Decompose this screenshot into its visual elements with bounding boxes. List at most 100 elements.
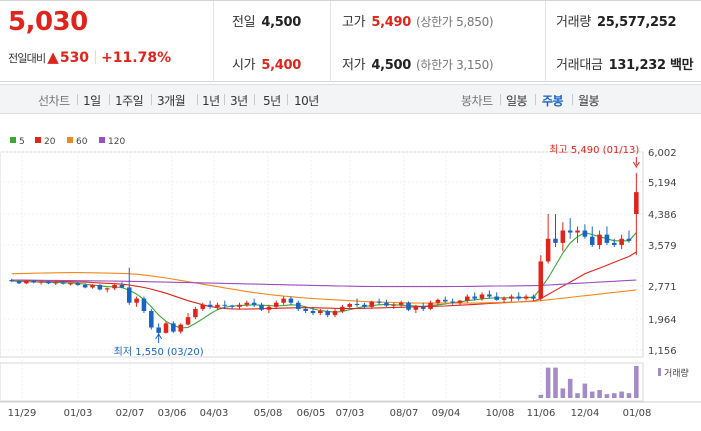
candle-body bbox=[634, 192, 639, 214]
period-1y[interactable]: 1년 bbox=[202, 94, 220, 108]
divider bbox=[545, 1, 546, 82]
candle-body bbox=[538, 261, 544, 299]
legend-label-60: 60 bbox=[76, 137, 88, 147]
volume-bar bbox=[553, 367, 558, 398]
x-tick-label: 03/06 bbox=[158, 408, 187, 419]
candle-weekly[interactable]: 주봉 bbox=[542, 94, 564, 108]
y-tick-label: 5,194 bbox=[648, 178, 677, 189]
candle-body bbox=[442, 299, 448, 302]
ma-line-120 bbox=[11, 279, 637, 288]
candle-body bbox=[46, 281, 51, 284]
candle-body bbox=[472, 296, 477, 299]
volume-bars bbox=[538, 366, 639, 398]
x-tick-label: 12/04 bbox=[571, 408, 600, 419]
axes: 6,002 5,194 4,386 3,579 2,771 1,964 1,156 11/29… bbox=[8, 148, 689, 419]
y-tick-label: 6,002 bbox=[648, 148, 677, 159]
candle-body bbox=[369, 301, 375, 307]
volume-label: 거래량 bbox=[664, 367, 689, 379]
candle-body bbox=[149, 310, 154, 328]
candle-body bbox=[450, 301, 455, 303]
period-1w[interactable]: 1주일 bbox=[115, 94, 144, 108]
change-label: 전일대비 bbox=[8, 52, 46, 65]
divider bbox=[535, 94, 536, 105]
x-tick-label: 11/29 bbox=[8, 408, 37, 419]
x-tick-label: 05/08 bbox=[254, 408, 283, 419]
divider bbox=[151, 94, 152, 105]
candle-body bbox=[626, 238, 632, 241]
candle-body bbox=[229, 305, 235, 307]
volume-bar bbox=[597, 390, 602, 398]
legend-swatch-5 bbox=[10, 137, 16, 143]
candle-body bbox=[237, 304, 242, 307]
candle-body bbox=[310, 310, 316, 314]
candle-body bbox=[222, 304, 228, 306]
period-5y[interactable]: 5년 bbox=[263, 94, 281, 108]
annotations: 최고 5,490 (01/13) 최저 1,550 (03/20) bbox=[114, 144, 640, 358]
x-tick-label: 01/08 bbox=[623, 408, 652, 419]
candle-body bbox=[266, 306, 272, 310]
legend-swatch-60 bbox=[67, 137, 73, 143]
x-tick-label: 08/07 bbox=[390, 408, 419, 419]
up-triangle-icon: ▲ bbox=[47, 48, 59, 66]
candle-body bbox=[413, 306, 419, 310]
candle-body bbox=[516, 296, 522, 299]
period-3y[interactable]: 3년 bbox=[230, 94, 248, 108]
volume-bar bbox=[575, 393, 580, 398]
legend-swatch-120 bbox=[99, 137, 105, 143]
candle-body bbox=[185, 317, 191, 325]
x-tick-label: 02/07 bbox=[116, 408, 145, 419]
candle-body bbox=[553, 238, 558, 243]
high-price: 고가 5,490 (상한가 5,850) bbox=[342, 15, 494, 30]
min-arrow-head bbox=[155, 333, 163, 340]
candle-body bbox=[391, 304, 397, 306]
divider bbox=[572, 94, 573, 105]
grid bbox=[0, 151, 701, 403]
period-1d[interactable]: 1일 bbox=[83, 94, 101, 108]
divider bbox=[109, 94, 110, 105]
candle-body bbox=[398, 302, 404, 305]
candle-body bbox=[567, 230, 573, 233]
candle-body bbox=[435, 299, 441, 303]
prev-close: 전일 4,500 bbox=[232, 15, 301, 30]
divider bbox=[197, 94, 198, 105]
candle-daily[interactable]: 일봉 bbox=[506, 94, 528, 108]
candle-body bbox=[523, 296, 529, 299]
candle-body bbox=[332, 310, 338, 316]
change-percent: +11.78% bbox=[101, 50, 172, 66]
candle-monthly[interactable]: 월봉 bbox=[578, 94, 600, 108]
candle-body bbox=[215, 304, 220, 307]
x-tick-label: 09/04 bbox=[432, 408, 461, 419]
candle-body bbox=[619, 238, 624, 245]
x-tick-label: 07/03 bbox=[336, 408, 365, 419]
legend-label-5: 5 bbox=[19, 137, 25, 147]
y-tick-label: 1,156 bbox=[648, 346, 677, 357]
candle-body bbox=[604, 234, 610, 243]
candle-body bbox=[428, 302, 433, 309]
candle-body bbox=[104, 288, 110, 290]
quote-header: 5,030 전일대비 ▲530 +11.78% 전일 4,500 시가 5,400 고가… bbox=[0, 0, 701, 82]
candle-body bbox=[457, 300, 463, 303]
x-tick-label: 06/05 bbox=[297, 408, 326, 419]
volume-frame bbox=[0, 362, 644, 402]
candle-body bbox=[31, 280, 36, 283]
candle-body bbox=[251, 302, 257, 305]
candle-body bbox=[325, 310, 330, 316]
candle-body bbox=[141, 298, 147, 311]
candle-body bbox=[16, 281, 22, 284]
candle-body bbox=[406, 302, 411, 310]
price-panel: 5,030 전일대비 ▲530 +11.78% bbox=[0, 1, 214, 82]
candle-body bbox=[376, 301, 382, 303]
volume-bar bbox=[612, 393, 617, 398]
y-tick-label: 3,579 bbox=[648, 241, 677, 252]
candle-body bbox=[259, 304, 264, 310]
candle-body bbox=[303, 308, 308, 311]
candle-body bbox=[560, 230, 566, 243]
candle-body bbox=[296, 302, 301, 309]
volume-bar bbox=[545, 367, 551, 398]
period-10y[interactable]: 10년 bbox=[294, 94, 319, 108]
candle-body bbox=[531, 296, 536, 299]
candle-body bbox=[156, 327, 161, 333]
period-3m[interactable]: 3개월 bbox=[157, 94, 186, 108]
candle-body bbox=[171, 323, 176, 332]
low-price: 저가 4,500 (하한가 3,150) bbox=[342, 58, 494, 73]
